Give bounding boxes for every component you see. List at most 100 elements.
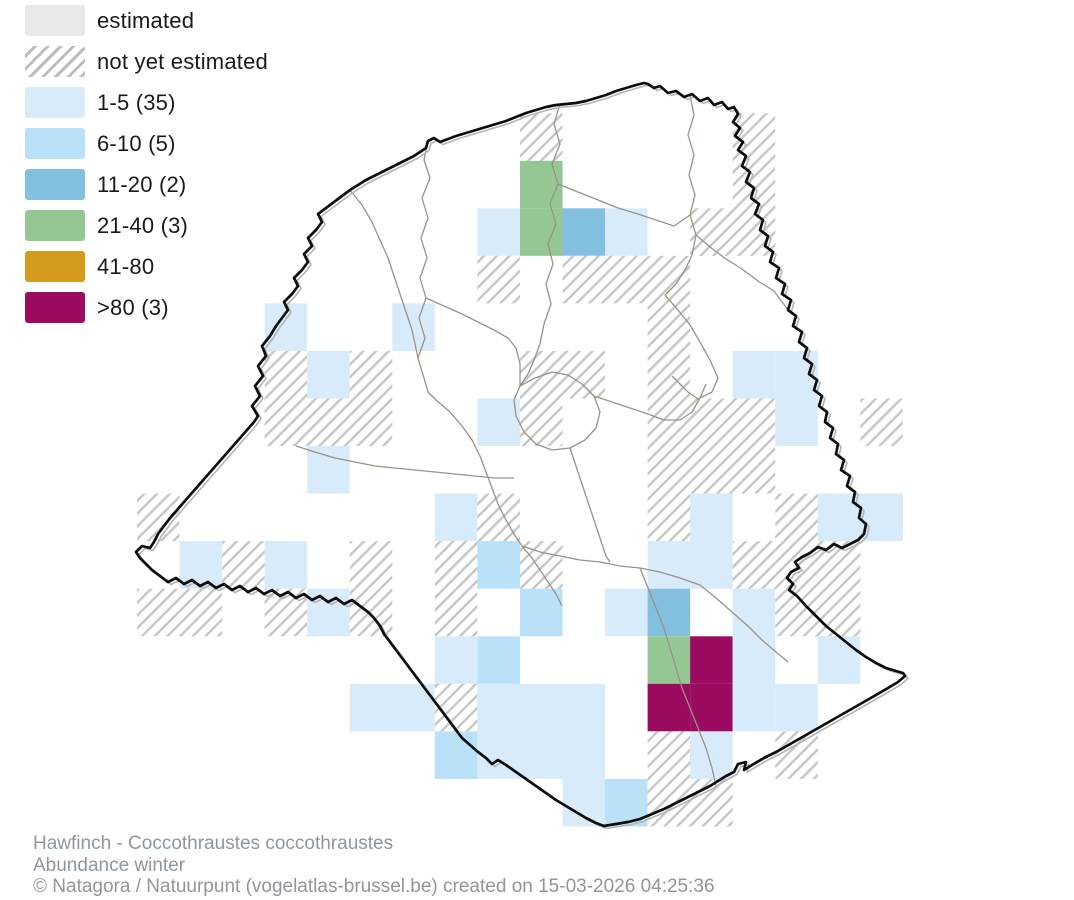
municipality-border-line — [349, 189, 419, 359]
grid-cell-not-yet-estimated — [817, 588, 861, 637]
species-title: Hawfinch - Coccothraustes coccothraustes — [33, 833, 394, 854]
grid-cell-abundance-b1 — [264, 303, 308, 351]
municipality-border-line — [435, 399, 563, 607]
grid-cell-abundance-g — [520, 160, 563, 209]
region-outline — [134, 81, 907, 828]
grid-cell-abundance-b1 — [605, 588, 648, 637]
grid-cell-not-yet-estimated — [520, 541, 563, 589]
grid-cell-abundance-b2 — [520, 588, 563, 637]
grid-cell-abundance-b1 — [434, 636, 478, 684]
grid-cell-abundance-b1 — [392, 303, 435, 351]
grid-cell-abundance-b2 — [434, 731, 478, 779]
grid-cell-not-yet-estimated — [775, 731, 818, 779]
grid-cell-not-yet-estimated — [307, 398, 350, 447]
legend-swatch-color — [25, 5, 85, 36]
grid-cell-not-yet-estimated — [349, 541, 393, 589]
grid-cell-abundance-b1 — [179, 541, 223, 589]
attribution-line: © Natagora / Natuurpunt (vogelatlas-brus… — [33, 876, 715, 897]
grid-cell-abundance-b1 — [775, 398, 818, 447]
grid-cell-not-yet-estimated — [520, 350, 563, 399]
municipality-border-line — [557, 183, 691, 227]
grid-cell-abundance-b1 — [647, 541, 691, 589]
grid-cell-not-yet-estimated — [349, 398, 393, 447]
grid-cell-abundance-b1 — [562, 778, 606, 827]
grid-cell-not-yet-estimated — [562, 255, 606, 304]
legend-swatch-color — [25, 251, 85, 282]
grid-cell-abundance-b1 — [307, 588, 350, 637]
grid-cell-abundance-b1 — [690, 493, 733, 542]
grid-cell-not-yet-estimated — [690, 446, 733, 494]
grid-cell-not-yet-estimated — [179, 588, 223, 637]
grid-cell-abundance-b1 — [732, 588, 776, 637]
grid-cell-not-yet-estimated — [222, 541, 265, 589]
grid-cell-abundance-b1 — [732, 683, 776, 732]
grid-cell-not-yet-estimated — [647, 493, 691, 542]
legend-item-not-yet-estimated: not yet estimated — [25, 46, 268, 77]
grid-cell-abundance-b1 — [349, 683, 393, 732]
municipality-border-line — [699, 584, 789, 663]
caption-block: Hawfinch - Coccothraustes coccothraustes… — [33, 833, 715, 898]
grid-cell-not-yet-estimated — [860, 398, 903, 447]
municipality-border-line — [295, 445, 514, 479]
legend-item-11-20: 11-20 (2) — [25, 169, 268, 200]
legend-item-1-5: 1-5 (35) — [25, 87, 268, 118]
grid-cell-abundance-b3 — [562, 208, 606, 256]
season-subtitle: Abundance winter — [33, 854, 186, 876]
municipality-border-line — [593, 383, 707, 421]
municipality-border-line — [513, 371, 601, 451]
grid-cell-not-yet-estimated — [349, 588, 393, 637]
grid-cell-abundance-b2 — [477, 636, 520, 684]
legend-swatch-color — [25, 169, 85, 200]
grid-cell-not-yet-estimated — [732, 446, 776, 494]
legend-label: 1-5 (35) — [97, 89, 176, 115]
grid-cell-not-yet-estimated — [647, 350, 691, 399]
municipality-border-line — [521, 545, 701, 586]
grid-cell-not-yet-estimated — [690, 398, 733, 447]
legend-label: 11-20 (2) — [97, 171, 187, 197]
grid-cell-not-yet-estimated — [434, 588, 478, 637]
grid-cell-not-yet-estimated — [264, 398, 308, 447]
grid-cell-abundance-b1 — [520, 731, 563, 779]
grid-cell-abundance-b1 — [562, 731, 606, 779]
legend-item-21-40: 21-40 (3) — [25, 210, 268, 241]
grid-cell-abundance-b1 — [775, 683, 818, 732]
grid-cell-not-yet-estimated — [264, 350, 308, 399]
grid-cell-not-yet-estimated — [477, 255, 520, 304]
legend-swatch-color — [25, 87, 85, 118]
legend-label: >80 (3) — [97, 294, 169, 320]
grid-cell-not-yet-estimated — [647, 446, 691, 494]
grid-cell-abundance-b1 — [307, 350, 350, 399]
legend: estimated not yet estimated 1-5 (35) 6-10 (… — [25, 5, 268, 333]
grid-cell-not-yet-estimated — [137, 588, 180, 637]
grid-cell-not-yet-estimated — [434, 683, 478, 732]
grid-cells-layer — [137, 113, 903, 827]
grid-cell-abundance-b2 — [477, 541, 520, 589]
grid-cell-abundance-m — [690, 683, 733, 732]
grid-cell-abundance-b1 — [562, 683, 606, 732]
legend-swatch-color — [25, 292, 85, 323]
grid-cell-abundance-b1 — [732, 636, 776, 684]
grid-cell-abundance-b1 — [434, 493, 478, 542]
legend-item-80: >80 (3) — [25, 292, 268, 323]
grid-cell-not-yet-estimated — [434, 541, 478, 589]
legend-label: 41-80 — [97, 253, 155, 279]
legend-item-estimated: estimated — [25, 5, 268, 36]
grid-cell-not-yet-estimated — [520, 398, 563, 447]
legend-label: not yet estimated — [97, 48, 268, 74]
legend-item-6-10: 6-10 (5) — [25, 128, 268, 159]
grid-cell-abundance-b1 — [690, 541, 733, 589]
grid-cell-not-yet-estimated — [732, 398, 776, 447]
grid-cell-abundance-m — [690, 636, 733, 684]
grid-cell-not-yet-estimated — [647, 303, 691, 351]
grid-cell-not-yet-estimated — [349, 350, 393, 399]
grid-cell-abundance-b1 — [817, 636, 861, 684]
grid-cell-not-yet-estimated — [732, 541, 776, 589]
grid-cell-not-yet-estimated — [775, 493, 818, 542]
municipality-border-line — [519, 103, 561, 387]
grid-cell-not-yet-estimated — [647, 255, 691, 304]
grid-cell-not-yet-estimated — [647, 731, 691, 779]
region-outline — [134, 81, 909, 830]
municipality-border-line — [664, 294, 719, 400]
legend-label: estimated — [97, 7, 195, 33]
